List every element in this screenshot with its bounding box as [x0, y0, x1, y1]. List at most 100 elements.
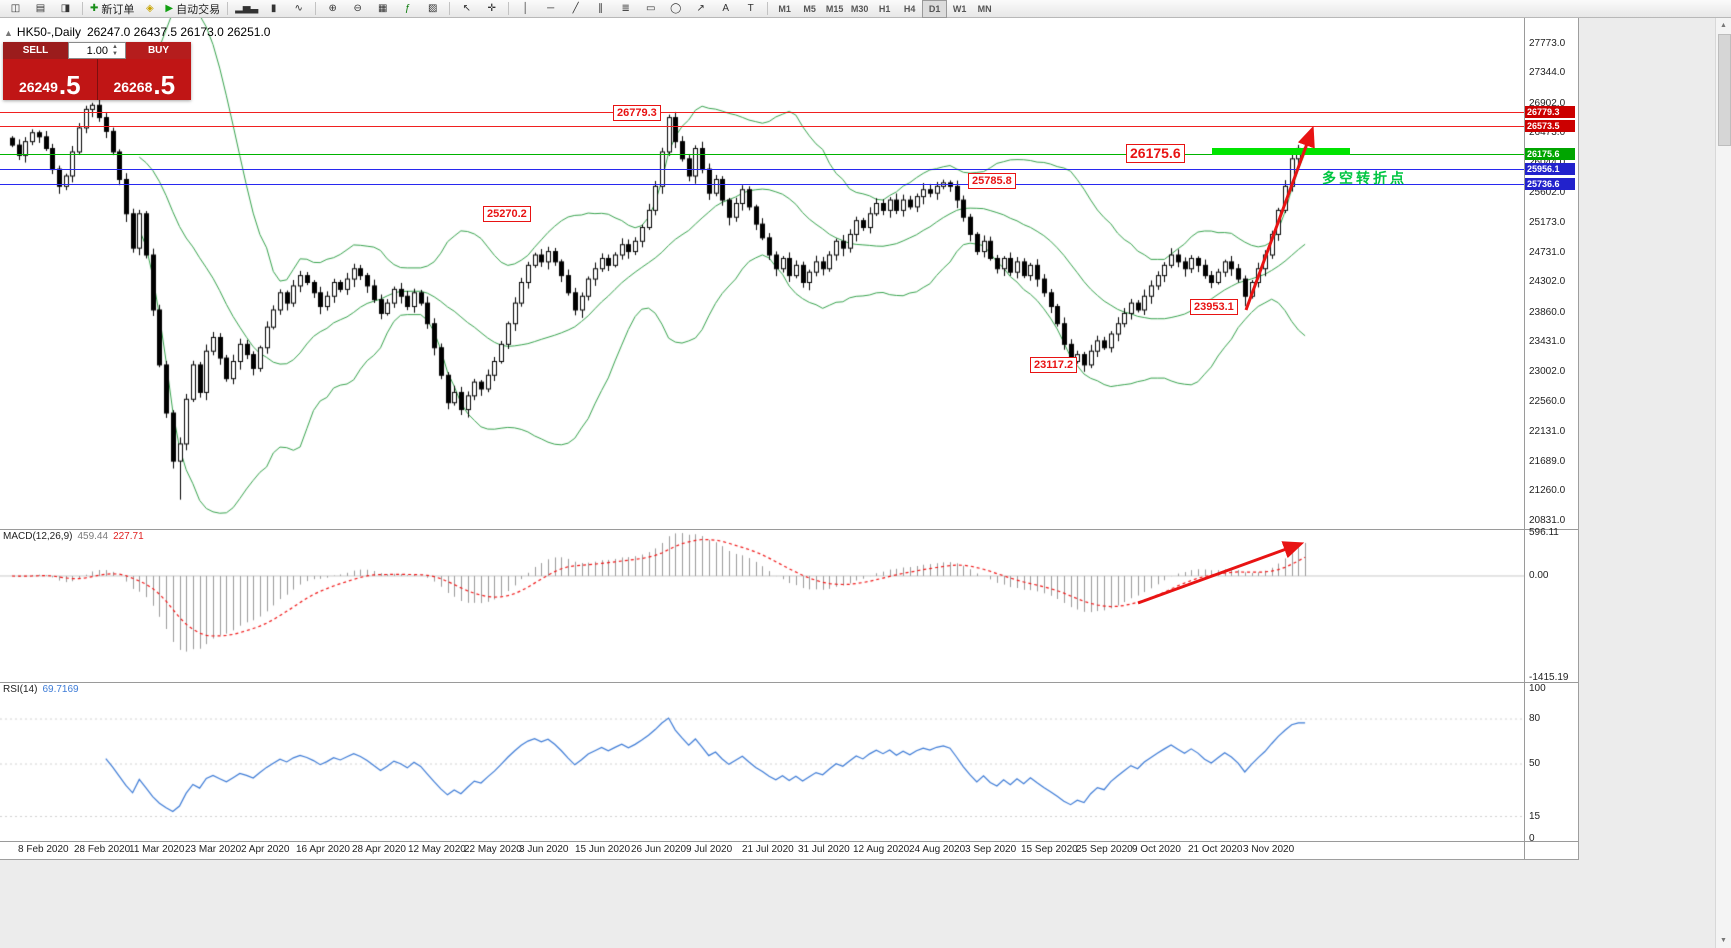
- time-axis-label: 23 Mar 2020: [185, 844, 242, 855]
- profiles[interactable]: ▤: [28, 0, 53, 18]
- zoom-out[interactable]: ⊖: [345, 0, 370, 18]
- macd-panel-separator[interactable]: [0, 529, 1578, 530]
- time-axis-label: 12 Aug 2020: [853, 844, 910, 855]
- price-axis-label[interactable]: 20831.0: [1529, 514, 1566, 526]
- price-axis-label[interactable]: 23860.0: [1529, 306, 1566, 318]
- price-annotation-label[interactable]: 25785.8: [968, 173, 1016, 189]
- tf-m5[interactable]: M5: [797, 0, 822, 18]
- channel-tool[interactable]: ∥: [588, 0, 613, 18]
- tf-h1[interactable]: H1: [872, 0, 897, 18]
- tile-windows[interactable]: ▦: [370, 0, 395, 18]
- buy-button[interactable]: 26268.5: [97, 59, 191, 100]
- horizontal-level-line[interactable]: [0, 112, 1524, 113]
- price-axis-label[interactable]: 27344.0: [1529, 67, 1566, 79]
- scroll-thumb[interactable]: [1718, 34, 1731, 146]
- tf-m30[interactable]: M30: [847, 0, 872, 18]
- time-axis-label: 25 Sep 2020: [1076, 844, 1133, 855]
- crosshair[interactable]: ✛: [479, 0, 504, 18]
- price-annotation-label[interactable]: 25270.2: [483, 206, 531, 222]
- one-click-toggle-icon[interactable]: ▲: [4, 28, 13, 38]
- horizontal-line-tool[interactable]: ─: [538, 0, 563, 18]
- arrow-object-tool[interactable]: ↗: [688, 0, 713, 18]
- zoom-out-icon: ⊖: [353, 2, 362, 14]
- new-order-icon: ✚: [90, 2, 99, 14]
- bar-chart-mode[interactable]: ▂▅▃: [232, 0, 261, 18]
- macd-panel-canvas[interactable]: [0, 529, 1524, 682]
- macd-axis-label[interactable]: 596.11: [1529, 527, 1559, 538]
- price-axis-label[interactable]: 26902.0: [1529, 97, 1566, 109]
- vertical-line-tool[interactable]: │: [513, 0, 538, 18]
- volume-input[interactable]: [69, 44, 109, 57]
- autotrading[interactable]: ▶ 自动交易: [162, 0, 223, 18]
- rectangle-tool[interactable]: ▭: [638, 0, 663, 18]
- horizontal-level-line[interactable]: [0, 126, 1524, 127]
- sell-button[interactable]: 26249.5: [3, 59, 98, 100]
- horizontal-level-line[interactable]: [0, 154, 1524, 155]
- price-axis-label[interactable]: 27773.0: [1529, 37, 1566, 49]
- price-annotation-label[interactable]: 23117.2: [1030, 357, 1078, 373]
- rsi-axis-label[interactable]: 80: [1529, 713, 1541, 724]
- metaeditor[interactable]: ◈: [137, 0, 162, 18]
- rsi-axis-label[interactable]: 0: [1529, 833, 1535, 844]
- macd-axis-label[interactable]: 0.00: [1529, 569, 1549, 581]
- price-axis-label[interactable]: 21260.0: [1529, 485, 1566, 497]
- ellipse-tool[interactable]: ◯: [663, 0, 688, 18]
- price-axis-label[interactable]: 25173.0: [1529, 216, 1566, 228]
- rsi-panel-canvas[interactable]: [0, 682, 1524, 841]
- indicators[interactable]: ƒ: [395, 0, 420, 18]
- text-label-tool[interactable]: T: [738, 0, 763, 18]
- cursor[interactable]: ↖: [454, 0, 479, 18]
- candlestick-mode[interactable]: ▮: [261, 0, 286, 18]
- horizontal-level-line[interactable]: [0, 184, 1524, 185]
- price-chart-canvas[interactable]: [0, 18, 1524, 529]
- tf-m1[interactable]: M1: [772, 0, 797, 18]
- new-chart[interactable]: ◫: [3, 0, 28, 18]
- rsi-axis-label[interactable]: 50: [1529, 758, 1541, 769]
- price-axis-label[interactable]: 22560.0: [1529, 396, 1566, 408]
- price-axis-label[interactable]: 24731.0: [1529, 246, 1566, 258]
- line-chart-mode[interactable]: ∿: [286, 0, 311, 18]
- time-axis-label: 21 Jul 2020: [742, 844, 794, 855]
- tf-h4[interactable]: H4: [897, 0, 922, 18]
- scroll-down-icon[interactable]: ▼: [1720, 937, 1727, 944]
- rsi-axis-label[interactable]: 15: [1529, 810, 1541, 822]
- new-chart-icon: ◫: [10, 2, 21, 14]
- chart-shift[interactable]: ◨: [53, 0, 78, 18]
- templates[interactable]: ▨: [420, 0, 445, 18]
- horizontal-line-tool-icon: ─: [547, 2, 555, 14]
- horizontal-level-line[interactable]: [0, 169, 1524, 170]
- price-annotation-label[interactable]: 23953.1: [1190, 299, 1238, 315]
- tf-mn[interactable]: MN: [972, 0, 997, 18]
- tf-d1[interactable]: D1: [922, 0, 948, 18]
- price-axis-label[interactable]: 22131.0: [1529, 425, 1566, 437]
- scroll-up-icon[interactable]: ▲: [1720, 22, 1727, 29]
- volume-down-button[interactable]: ▼: [112, 50, 118, 57]
- price-axis-label[interactable]: 21689.0: [1529, 455, 1566, 467]
- price-annotation-label[interactable]: 26175.6: [1126, 144, 1185, 163]
- price-annotation-label[interactable]: 26779.3: [613, 105, 661, 121]
- price-axis-label[interactable]: 24302.0: [1529, 276, 1566, 288]
- vertical-scrollbar[interactable]: ▲ ▼: [1715, 18, 1731, 948]
- volume-up-button[interactable]: ▲: [112, 43, 118, 50]
- sell-header[interactable]: SELL: [3, 42, 68, 59]
- time-axis-label: 2 Apr 2020: [241, 844, 290, 855]
- price-axis-label[interactable]: 23002.0: [1529, 365, 1566, 377]
- price-axis-label[interactable]: 25602.0: [1529, 187, 1566, 199]
- symbol-period-label: HK50-,Daily: [16, 25, 81, 39]
- macd-axis-label[interactable]: -1415.19: [1529, 672, 1569, 683]
- price-axis-label[interactable]: 26044.0: [1529, 157, 1565, 168]
- turning-point-highlight-bar[interactable]: [1212, 148, 1350, 155]
- tf-m15[interactable]: M15: [822, 0, 847, 18]
- trend-line-tool[interactable]: ╱: [563, 0, 588, 18]
- rsi-axis-label[interactable]: 100: [1529, 683, 1546, 694]
- fibonacci-tool[interactable]: ≣: [613, 0, 638, 18]
- zoom-in[interactable]: ⊕: [320, 0, 345, 18]
- new-order[interactable]: ✚ 新订单: [87, 0, 137, 18]
- tf-w1[interactable]: W1: [947, 0, 972, 18]
- buy-header[interactable]: BUY: [126, 42, 191, 59]
- price-axis-label[interactable]: 26473.0: [1529, 127, 1566, 139]
- turning-point-note[interactable]: 多空转折点: [1322, 170, 1407, 186]
- rsi-panel-separator[interactable]: [0, 682, 1578, 683]
- text-tool[interactable]: A: [713, 0, 738, 18]
- price-axis-label[interactable]: 23431.0: [1529, 336, 1566, 348]
